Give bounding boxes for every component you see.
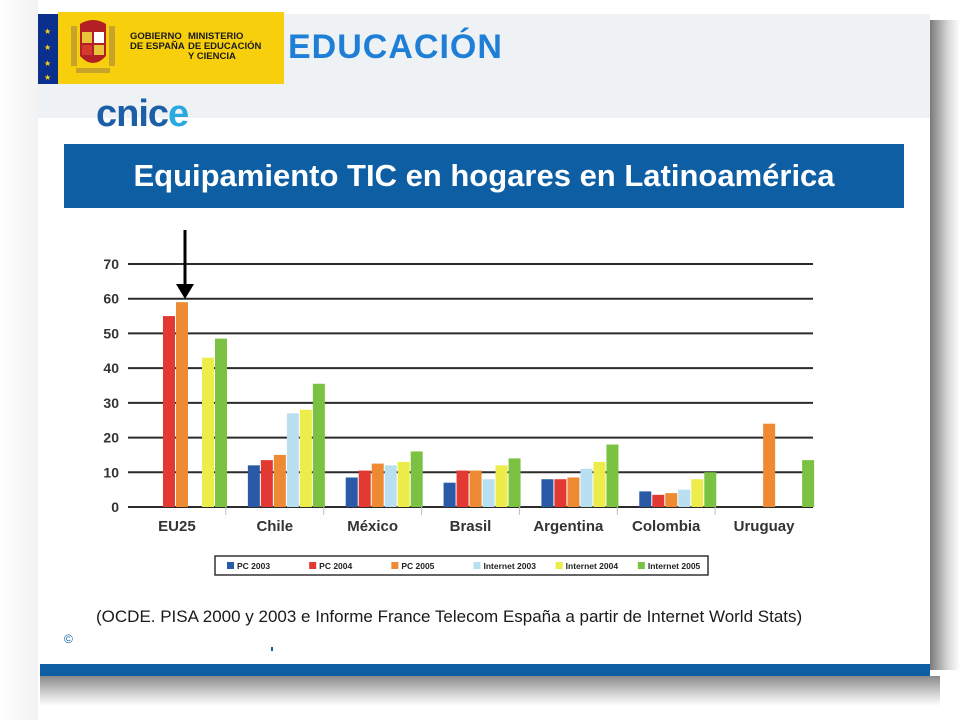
y-tick-label: 20 [103, 430, 119, 446]
bars [163, 302, 815, 507]
bar-Chile-PC-2004 [260, 460, 273, 507]
legend-label: Internet 2003 [484, 561, 537, 571]
bar-México-Internet-2005 [410, 451, 423, 507]
category-label: Uruguay [734, 518, 796, 535]
bar-Colombia-Internet-2003 [678, 489, 691, 507]
cnice-logo-tail: e [168, 93, 189, 135]
bar-Chile-PC-2003 [247, 465, 260, 507]
title-bar: Equipamiento TIC en hogares en Latinoamé… [64, 144, 904, 208]
category-labels: EU25 Chile México Brasil Argentina Colombia Ur… [158, 507, 795, 535]
legend-swatch [555, 562, 563, 569]
gov-line-1: GOBIERNO [130, 31, 182, 42]
bar-Brasil-PC-2004 [456, 470, 469, 507]
bar-Argentina-PC-2004 [554, 479, 567, 507]
legend-swatch [637, 562, 645, 569]
bar-Brasil-PC-2005 [469, 470, 482, 507]
cnice-logo-main: cnic [96, 93, 169, 135]
y-tick-label: 30 [103, 395, 119, 411]
y-tick-label: 70 [103, 256, 119, 272]
legend-label: Internet 2005 [648, 561, 701, 571]
bar-Colombia-PC-2004 [652, 494, 665, 507]
y-axis-ticks: 0 10 20 30 40 50 60 70 [103, 256, 119, 515]
legend-label: PC 2005 [401, 561, 434, 571]
bar-Colombia-PC-2003 [639, 491, 652, 507]
legend-swatch [227, 562, 234, 569]
bar-EU25-PC-2005 [176, 302, 188, 507]
legend-label: PC 2003 [237, 561, 270, 571]
y-tick-label: 10 [103, 464, 119, 480]
bar-Argentina-PC-2005 [567, 477, 580, 507]
coat-of-arms-icon [71, 20, 115, 73]
cnice-logo: cnice [96, 93, 189, 136]
page-shadow-left [0, 0, 38, 720]
bar-Brasil-Internet-2004 [495, 465, 508, 507]
legend-label: PC 2004 [319, 561, 352, 571]
category-label: México [347, 518, 398, 535]
bar-Argentina-Internet-2005 [606, 444, 619, 507]
legend: PC 2003 PC 2004 PC 2005 Internet 2003 Intern… [214, 555, 709, 576]
bar-México-PC-2004 [358, 470, 371, 507]
y-tick-label: 0 [111, 499, 119, 515]
category-label: EU25 [158, 518, 196, 535]
bar-EU25-Internet-2005 [215, 338, 227, 507]
bar-Chile-Internet-2005 [312, 383, 325, 507]
ministry-line-3: Y CIENCIA [188, 51, 236, 62]
bar-Uruguay-PC-2005 [763, 423, 776, 507]
grid-lines [128, 263, 813, 508]
bar-Colombia-Internet-2004 [691, 479, 704, 507]
legend-swatch [309, 562, 317, 569]
government-logo: GOBIERNO DE ESPAÑA MINISTERIO DE EDUCACI… [58, 12, 284, 84]
legend-swatch [391, 562, 399, 569]
bar-Chile-PC-2005 [273, 454, 286, 507]
bar-Chile-Internet-2003 [286, 413, 299, 507]
bar-México-Internet-2003 [384, 465, 397, 507]
bar-Brasil-PC-2003 [443, 482, 456, 507]
category-label: Colombia [632, 518, 701, 535]
legend-frame [214, 555, 709, 576]
bar-México-PC-2005 [371, 463, 384, 507]
category-label: Brasil [450, 518, 492, 535]
annotation-arrow [176, 230, 194, 299]
slide-title: Equipamiento TIC en hogares en Latinoamé… [133, 158, 835, 193]
y-tick-label: 60 [103, 291, 119, 307]
y-tick-label: 50 [103, 325, 119, 341]
legend-label: Internet 2004 [566, 561, 619, 571]
bar-Argentina-PC-2003 [541, 479, 554, 507]
section-heading: EDUCACIÓN [288, 28, 503, 66]
bar-México-PC-2003 [345, 477, 358, 507]
source-note: (OCDE. PISA 2000 y 2003 e Informe France… [96, 607, 803, 626]
slide-shadow-right [930, 20, 960, 670]
bar-Uruguay-Internet-2005 [802, 460, 815, 507]
gov-line-2: DE ESPAÑA [130, 41, 185, 52]
eu-flag-icon: ★ ★ ★ ★ [38, 14, 60, 84]
legend-swatch [473, 562, 481, 569]
copyright-fragment: © [64, 632, 73, 646]
bar-EU25-PC-2004 [163, 316, 175, 507]
category-label: Argentina [533, 518, 604, 535]
bar-EU25-Internet-2004 [202, 357, 214, 507]
bar-Brasil-Internet-2003 [482, 479, 495, 507]
ministry-line-1: MINISTERIO [188, 31, 244, 42]
footer-bar [40, 664, 930, 676]
bar-Brasil-Internet-2005 [508, 458, 521, 507]
bar-Argentina-Internet-2004 [593, 461, 606, 507]
bar-Colombia-Internet-2005 [704, 472, 717, 507]
slide-shadow-bottom [40, 676, 940, 706]
footer-mark [271, 647, 273, 651]
ministry-line-2: DE EDUCACIÓN [188, 41, 262, 52]
category-label: Chile [256, 518, 293, 535]
bar-Argentina-Internet-2003 [580, 468, 593, 507]
bar-Chile-Internet-2004 [299, 409, 312, 507]
y-tick-label: 40 [103, 360, 119, 376]
bar-México-Internet-2004 [397, 461, 410, 507]
bar-Colombia-PC-2005 [665, 493, 678, 507]
